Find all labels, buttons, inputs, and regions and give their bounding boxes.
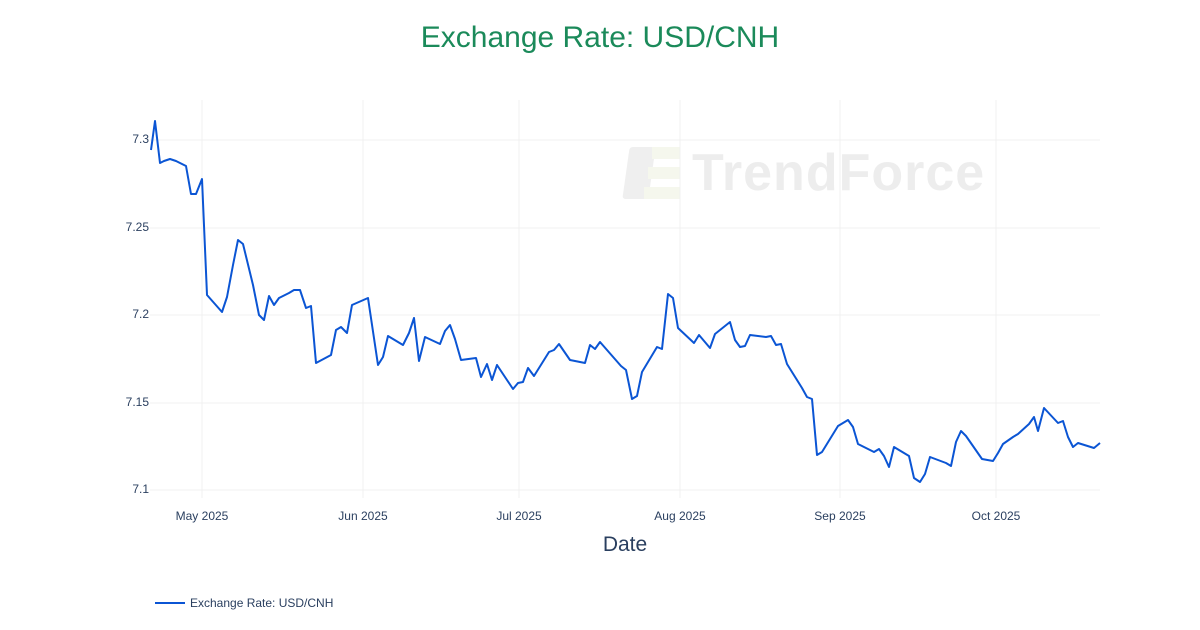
watermark-text: TrendForce [692, 144, 986, 202]
legend-item[interactable]: Exchange Rate: USD/CNH [155, 596, 333, 610]
x-tick-label: Jun 2025 [338, 509, 388, 523]
y-tick-label: 7.15 [125, 395, 149, 409]
x-tick-label: Sep 2025 [814, 509, 866, 523]
x-tick-label: Jul 2025 [496, 509, 542, 523]
x-tick-label: May 2025 [175, 509, 229, 523]
y-tick-label: 7.2 [132, 307, 149, 321]
legend-line-swatch [155, 602, 185, 604]
y-tick-label: 7.3 [132, 132, 149, 146]
trendforce-logo-icon [622, 145, 682, 201]
x-tick-label: Oct 2025 [971, 509, 1021, 523]
legend-label: Exchange Rate: USD/CNH [190, 596, 334, 610]
exchange-rate-line[interactable] [150, 120, 1101, 483]
x-tick-label: Aug 2025 [654, 509, 706, 523]
trendforce-watermark: TrendForce [622, 143, 986, 203]
y-tick-label: 7.25 [125, 220, 149, 234]
chart-title: Exchange Rate: USD/CNH [420, 21, 780, 54]
x-axis-title: Date [602, 533, 648, 556]
y-tick-label: 7.1 [132, 482, 149, 496]
gridlines [150, 100, 1100, 498]
